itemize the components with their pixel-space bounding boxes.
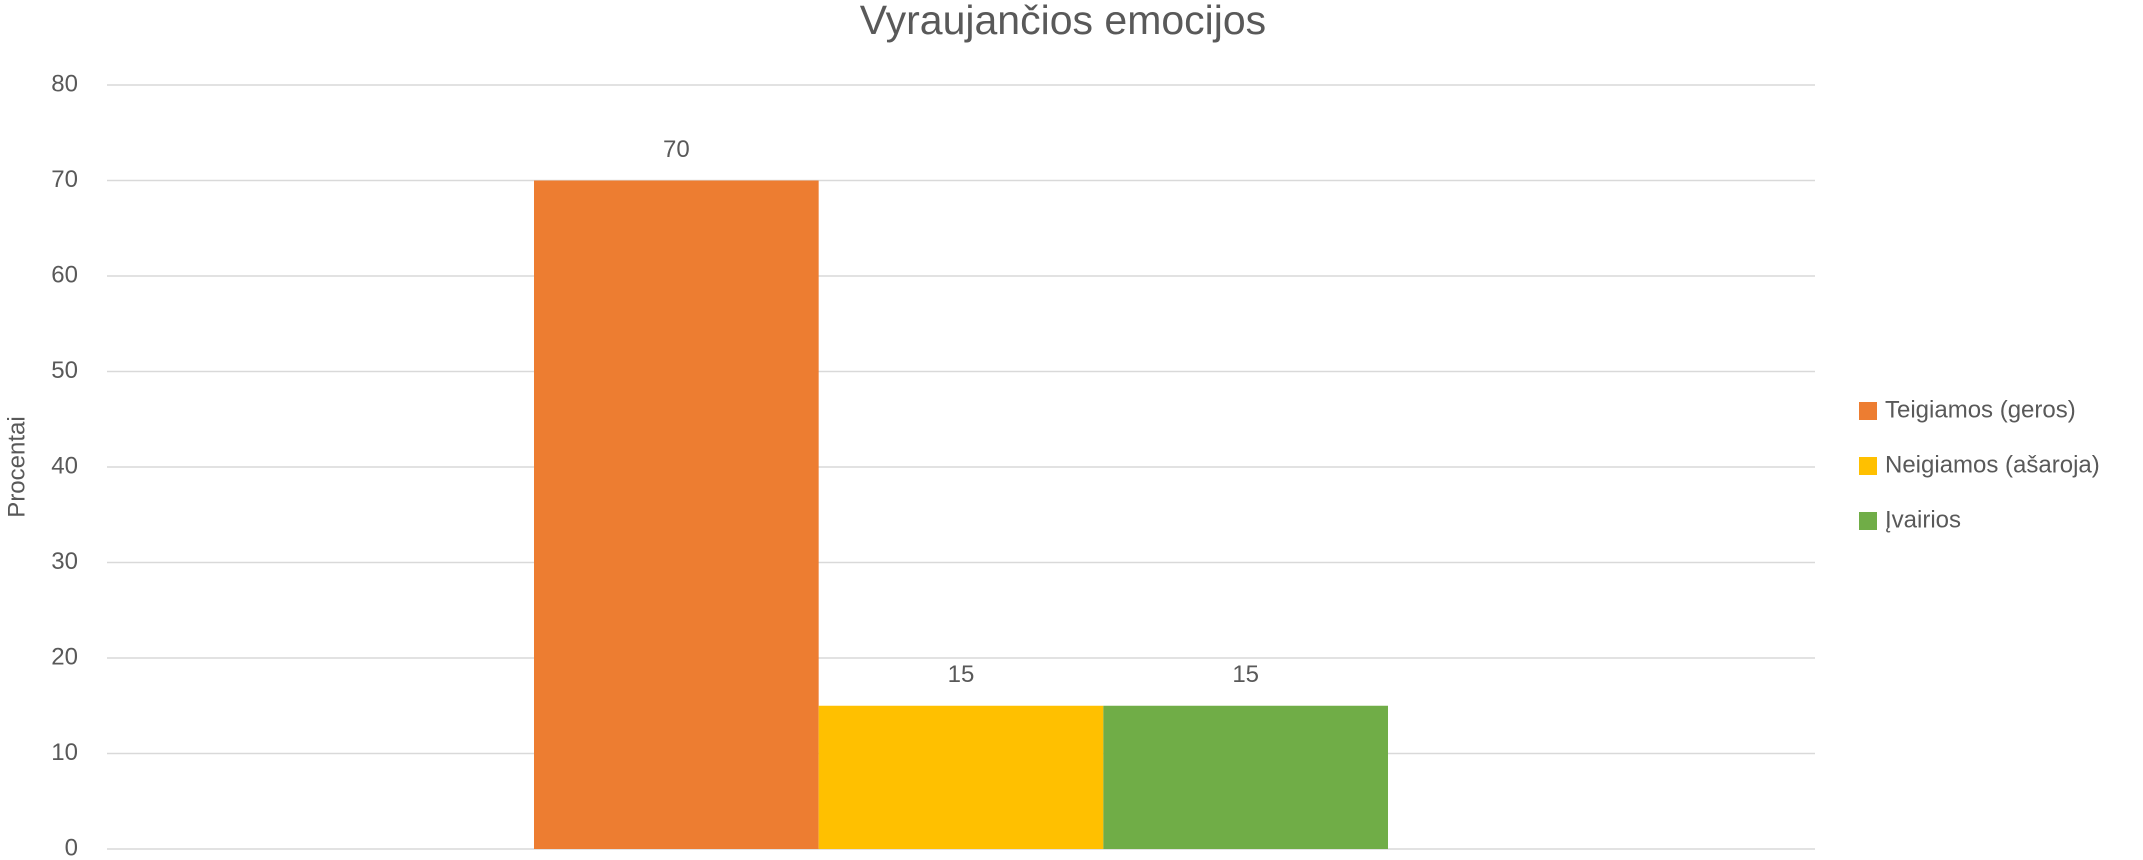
bar bbox=[1103, 705, 1388, 849]
y-tick-label: 50 bbox=[51, 357, 78, 384]
legend-swatch bbox=[1859, 512, 1877, 530]
legend-swatch bbox=[1859, 457, 1877, 475]
y-tick-label: 10 bbox=[51, 739, 78, 766]
y-tick-label: 60 bbox=[51, 261, 78, 288]
y-tick-label: 40 bbox=[51, 452, 78, 479]
data-label: 15 bbox=[1232, 661, 1259, 688]
chart-title: Vyraujančios emocijos bbox=[860, 0, 1266, 43]
y-tick-label: 70 bbox=[51, 166, 78, 193]
y-tick-label: 0 bbox=[65, 834, 78, 860]
legend-label: Neigiamos (ašaroja) bbox=[1885, 451, 2100, 478]
y-tick-label: 20 bbox=[51, 643, 78, 670]
y-tick-label: 30 bbox=[51, 548, 78, 575]
y-tick-label: 80 bbox=[51, 70, 78, 97]
legend-swatch bbox=[1859, 402, 1877, 420]
legend-label: Teigiamos (geros) bbox=[1885, 396, 2076, 423]
data-label: 70 bbox=[663, 136, 690, 163]
data-label: 15 bbox=[948, 661, 975, 688]
y-axis-label: Procentai bbox=[3, 416, 30, 517]
legend-label: Įvairios bbox=[1885, 506, 1961, 533]
bar bbox=[818, 705, 1104, 849]
bar bbox=[534, 180, 819, 849]
